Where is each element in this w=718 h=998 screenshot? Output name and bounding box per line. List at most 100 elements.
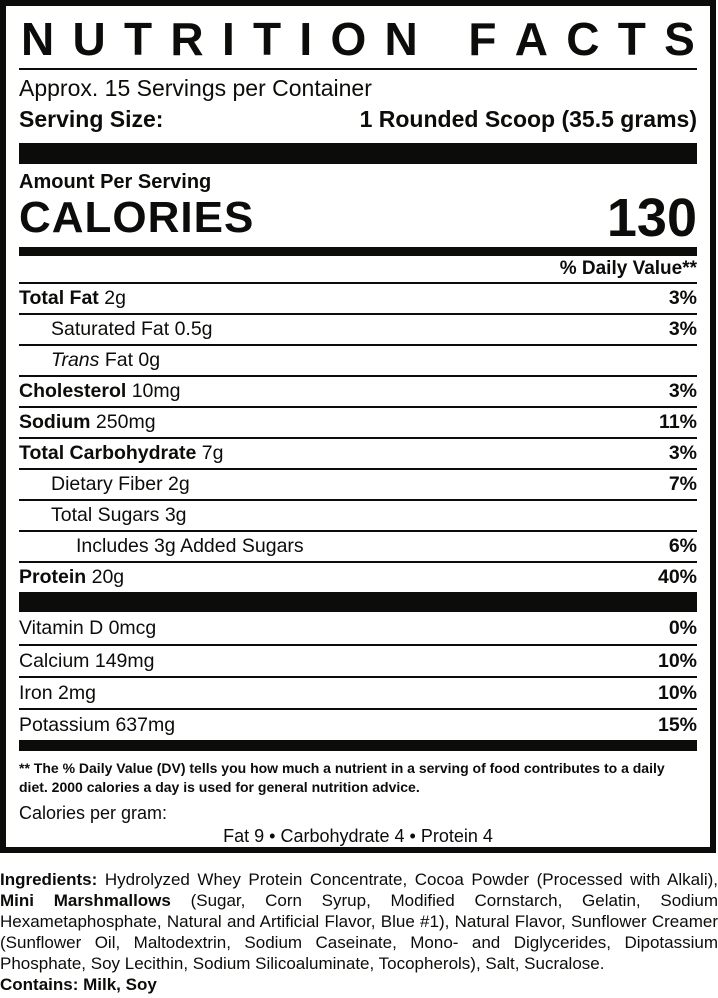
micronutrient-daily-value: 0% <box>668 616 697 639</box>
nutrient-row: Cholesterol 10mg 3% <box>19 375 697 406</box>
amount-per-serving-label: Amount Per Serving <box>19 171 212 193</box>
title-letter: S <box>664 13 695 65</box>
daily-value-footnote: ** The % Daily Value (DV) tells you how … <box>19 760 665 795</box>
calories-value: 130 <box>606 188 697 248</box>
micronutrient-daily-value: 10% <box>657 649 697 672</box>
nutrient-name-text: Includes 3g Added Sugars <box>76 535 304 557</box>
title-letter: T <box>617 13 646 65</box>
nutrient-name-text: Protein <box>19 566 87 588</box>
title-letter: F <box>468 13 497 65</box>
micronutrient-daily-value: 10% <box>657 681 697 704</box>
protein-divider-bar <box>19 592 697 612</box>
nutrient-row: Trans Fat 0g <box>19 344 697 375</box>
thick-bar-top <box>19 143 697 164</box>
nutrient-amount: 10mg <box>126 380 181 402</box>
daily-value-header: % Daily Value** <box>559 258 697 279</box>
ingredient-segment: Hydrolyzed Whey Protein Concentrate, Coc… <box>104 870 718 889</box>
nutrient-daily-value: 7% <box>668 473 697 495</box>
nutrient-amount: 2g <box>98 287 126 309</box>
title-letter: C <box>566 13 600 65</box>
title-letter: N <box>384 13 418 65</box>
nutrient-row: Total Sugars 3g <box>19 499 697 530</box>
nutrient-daily-value: 6% <box>668 535 697 557</box>
servings-per-container: Approx. 15 Servings per Container <box>19 75 372 101</box>
nutrient-daily-value: 3% <box>668 318 697 340</box>
title-letter: U <box>72 13 106 65</box>
micronutrient-row: Iron 2mg 10% <box>19 676 697 708</box>
nutrient-amount: 2g <box>162 473 190 495</box>
micronutrient-row: Potassium 637mg 15% <box>19 708 697 740</box>
calories-per-gram-label: Calories per gram: <box>19 803 168 823</box>
nutrient-name-text: Dietary Fiber <box>51 473 163 495</box>
ingredient-segment-bold: Ingredients: <box>0 870 105 889</box>
nutrient-daily-value: 40% <box>657 566 697 588</box>
micronutrient-name: Iron 2mg <box>19 681 96 704</box>
micronutrient-name: Vitamin D 0mcg <box>19 616 157 639</box>
nutrient-row: Total Carbohydrate 7g 3% <box>19 437 697 468</box>
serving-size-label: Serving Size: <box>19 106 164 132</box>
nutrient-name: Cholesterol 10mg <box>19 380 180 403</box>
micronutrient-name: Potassium 637mg <box>19 713 176 736</box>
nutrient-row: Dietary Fiber 2g 7% <box>19 468 697 499</box>
title-letter: A <box>514 13 548 65</box>
nutrient-row: Saturated Fat 0.5g 3% <box>19 313 697 344</box>
title-letter: R <box>170 13 204 65</box>
nutrient-row: Protein 20g 40% <box>19 561 697 592</box>
calories-row: CALORIES 130 <box>19 188 697 248</box>
nutrient-name: Total Sugars 3g <box>19 504 187 527</box>
micronutrient-row: Vitamin D 0mcg 0% <box>19 612 697 644</box>
nutrient-daily-value: 3% <box>668 442 697 464</box>
nutrient-amount: 3g <box>159 504 187 526</box>
nutrient-name-text: Cholesterol <box>19 380 127 402</box>
calories-label: CALORIES <box>19 193 255 242</box>
micronutrient-rows: Vitamin D 0mcg 0% Calcium 149mg 10% Iron… <box>19 612 697 740</box>
nutrient-amount: 250mg <box>90 411 156 433</box>
title-divider <box>19 68 697 70</box>
nutrient-name: Total Fat 2g <box>19 287 126 310</box>
nutrient-amount: 0g <box>133 349 161 371</box>
nutrient-name: Saturated Fat 0.5g <box>19 318 213 341</box>
nutrient-daily-value: 3% <box>668 287 697 309</box>
nutrient-daily-value: 3% <box>668 380 697 402</box>
nutrient-name: Sodium 250mg <box>19 411 156 434</box>
nutrient-row: Sodium 250mg 11% <box>19 406 697 437</box>
nutrient-name-text: Trans <box>51 349 100 371</box>
micronutrient-daily-value: 15% <box>657 713 697 736</box>
nutrient-name-text: Sodium <box>19 411 91 433</box>
title-letter: N <box>21 13 55 65</box>
nutrient-name: Protein 20g <box>19 566 124 589</box>
title-letter: T <box>124 13 153 65</box>
title-letter: I <box>299 13 313 65</box>
nutrient-daily-value: 11% <box>659 411 697 433</box>
nutrient-name: Includes 3g Added Sugars <box>19 535 304 558</box>
nutrient-rows: Total Fat 2g 3% Saturated Fat 0.5g 3% Tr… <box>19 282 697 592</box>
ingredient-segment: (Sugar, Corn Syrup, Modified Cornstarch,… <box>0 891 718 973</box>
nutrient-row: Includes 3g Added Sugars 6% <box>19 530 697 561</box>
contains-statement: Contains: Milk, Soy <box>0 975 157 994</box>
nutrient-amount: 20g <box>86 566 125 588</box>
nutrient-name-text: Total Sugars <box>51 504 160 526</box>
title-letter: O <box>330 13 367 65</box>
serving-size-row: Serving Size: 1 Rounded Scoop (35.5 gram… <box>19 104 697 143</box>
title-letter: I <box>221 13 235 65</box>
serving-size-value: 1 Rounded Scoop (35.5 grams) <box>359 106 697 132</box>
calories-per-gram-values: Fat 9 • Carbohydrate 4 • Protein 4 <box>223 826 493 846</box>
nutrient-name: Dietary Fiber 2g <box>19 473 190 496</box>
calories-divider-bar <box>19 247 697 256</box>
nutrient-name: Trans Fat 0g <box>19 349 160 372</box>
micronutrient-row: Calcium 149mg 10% <box>19 644 697 676</box>
nutrient-row: Total Fat 2g 3% <box>19 282 697 313</box>
micronutrient-name: Calcium 149mg <box>19 649 155 672</box>
nutrient-name-text: Total Carbohydrate <box>19 442 197 464</box>
nutrient-name-text: Total Fat <box>19 287 99 309</box>
nutrient-amount: 7g <box>196 442 224 464</box>
ingredients-paragraph: Ingredients: Hydrolyzed Whey Protein Con… <box>0 869 718 974</box>
micronutrient-divider-bar <box>19 740 697 751</box>
ingredient-segment-bold: Mini Marshmallows <box>0 891 171 910</box>
title-letter: T <box>253 13 282 65</box>
nutrient-amount: 0.5g <box>169 318 213 340</box>
nutrient-name-text: Saturated Fat <box>51 318 170 340</box>
nutrient-name: Total Carbohydrate 7g <box>19 442 223 465</box>
